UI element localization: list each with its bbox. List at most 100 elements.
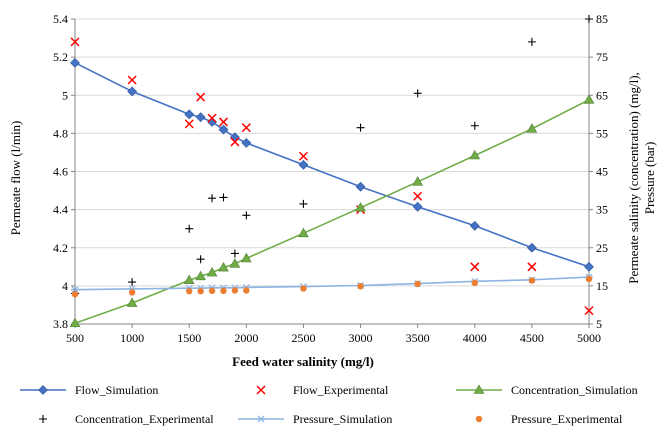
y-tick-label: 4.2 xyxy=(53,241,68,255)
data-point-conc_exp xyxy=(299,199,308,208)
data-point-conc_sim xyxy=(298,227,309,238)
data-point-flow_sim xyxy=(584,261,594,272)
x-axis-title: Feed water salinity (mg/l) xyxy=(232,354,374,369)
y2-tick-label: 55 xyxy=(596,126,608,140)
x-tick-label: 500 xyxy=(66,331,84,345)
data-point-flow_sim xyxy=(195,112,206,123)
data-point-conc_sim xyxy=(183,274,195,284)
series-flow_exp xyxy=(70,37,594,316)
y-tick-label: 5.2 xyxy=(53,50,68,64)
x-tick-label: 2500 xyxy=(291,331,315,345)
data-point-flow_exp xyxy=(70,37,80,47)
y-tick-label: 4.6 xyxy=(53,165,68,179)
data-point-flow_exp xyxy=(470,262,480,272)
data-point-flow_exp xyxy=(196,92,206,102)
data-point-conc_exp xyxy=(242,211,251,220)
data-point-flow_sim xyxy=(229,132,240,143)
legend-item-pres_sim: Pressure_Simulation xyxy=(238,412,392,426)
data-point-conc_exp xyxy=(208,194,217,203)
legend-item-pres_exp: Pressure_Experimental xyxy=(475,412,623,426)
y-tick-label: 5 xyxy=(62,88,68,102)
x-tick-label: 1000 xyxy=(120,331,144,345)
legend-marker-pres_sim xyxy=(257,415,265,423)
legend-marker-pres_exp xyxy=(475,415,483,423)
data-point-flow_sim xyxy=(70,57,80,68)
y2-tick-label: 15 xyxy=(596,279,608,293)
y-tick-label: 4 xyxy=(62,279,68,293)
data-point-flow_sim xyxy=(127,86,138,97)
series-pres_sim xyxy=(71,273,593,294)
series-flow_sim xyxy=(70,57,594,272)
data-point-flow_sim xyxy=(412,201,423,212)
data-point-flow_exp xyxy=(184,119,194,129)
y2-axis-title-line1: Permeate salinity (concentration) (mg/l)… xyxy=(626,72,641,284)
y2-tick-label: 45 xyxy=(596,165,608,179)
legend-marker-flow_sim xyxy=(38,385,48,395)
data-point-flow_exp xyxy=(413,191,423,201)
data-point-flow_exp xyxy=(218,117,229,127)
data-point-pres_exp xyxy=(186,288,193,295)
data-point-conc_exp xyxy=(196,255,205,264)
data-point-conc_exp xyxy=(230,249,239,258)
data-point-pres_exp xyxy=(528,277,536,284)
y2-tick-label: 65 xyxy=(596,88,608,102)
data-point-pres_exp xyxy=(197,288,204,295)
data-point-pres_exp xyxy=(231,287,239,294)
data-point-pres_exp xyxy=(220,287,227,295)
data-point-flow_exp xyxy=(584,306,594,316)
legend-label-flow_exp: Flow_Experimental xyxy=(293,383,389,397)
y2-tick-label: 75 xyxy=(596,50,608,64)
data-point-conc_sim xyxy=(583,94,595,104)
legend-marker-flow_exp xyxy=(256,385,266,395)
data-point-conc_exp xyxy=(527,37,536,46)
data-point-pres_exp xyxy=(414,280,421,288)
legend-item-flow_exp: Flow_Experimental xyxy=(256,383,389,397)
series-line-flow_sim xyxy=(74,62,590,268)
data-point-pres_exp xyxy=(471,279,478,287)
legend-marker-conc_exp xyxy=(39,415,47,423)
data-point-flow_sim xyxy=(469,220,480,231)
data-point-conc_sim xyxy=(526,123,538,133)
data-point-conc_sim xyxy=(126,297,138,307)
x-tick-label: 1500 xyxy=(177,331,201,345)
data-point-flow_exp xyxy=(298,151,308,161)
x-tick-labels: 500 1000 1500 2000 2500 3000 3500 4000 4500 5000 xyxy=(66,331,601,345)
legend: Flow_Simulation Flow_Experimental Concentr… xyxy=(20,383,638,426)
y2-tick-label: 25 xyxy=(596,241,608,255)
legend-label-conc_exp: Concentration_Experimental xyxy=(75,412,214,426)
x-tick-label: 2000 xyxy=(234,331,258,345)
data-point-flow_sim xyxy=(526,242,537,253)
legend-item-conc_exp: Concentration_Experimental xyxy=(39,412,214,426)
data-point-flow_sim xyxy=(298,159,309,170)
data-point-conc_sim xyxy=(241,252,252,263)
legend-label-flow_sim: Flow_Simulation xyxy=(75,383,158,397)
y2-tick-label: 5 xyxy=(596,317,602,331)
x-tick-label: 3000 xyxy=(349,331,373,345)
gridlines xyxy=(75,18,589,325)
data-point-flow_sim xyxy=(241,137,252,148)
data-point-pres_exp xyxy=(300,285,307,292)
data-point-conc_sim xyxy=(229,258,241,268)
data-point-pres_exp xyxy=(243,287,250,294)
y2-tick-label: 35 xyxy=(596,203,608,217)
data-point-flow_exp xyxy=(527,262,537,272)
data-point-conc_sim xyxy=(195,270,206,281)
data-point-pres_exp xyxy=(357,283,364,290)
data-point-conc_exp xyxy=(219,193,228,202)
series-pres_exp xyxy=(71,275,593,298)
plot-area xyxy=(69,15,595,328)
data-point-flow_sim xyxy=(184,109,195,120)
y-tick-label: 4.8 xyxy=(53,126,68,140)
y-tick-label: 4.4 xyxy=(53,203,68,217)
series-line-pres_sim xyxy=(74,276,590,291)
data-point-flow_exp xyxy=(127,75,137,85)
x-tick-label: 4500 xyxy=(520,331,544,345)
data-point-pres_exp xyxy=(585,275,593,283)
data-point-conc_exp xyxy=(470,121,479,130)
y2-tick-label: 85 xyxy=(596,12,608,26)
right-tick-labels: 5 15 25 35 45 55 65 75 85 xyxy=(596,12,608,331)
data-point-conc_exp xyxy=(585,15,593,23)
y-tick-label: 3.8 xyxy=(53,317,68,331)
legend-item-conc_sim: Concentration_Simulation xyxy=(456,383,638,397)
